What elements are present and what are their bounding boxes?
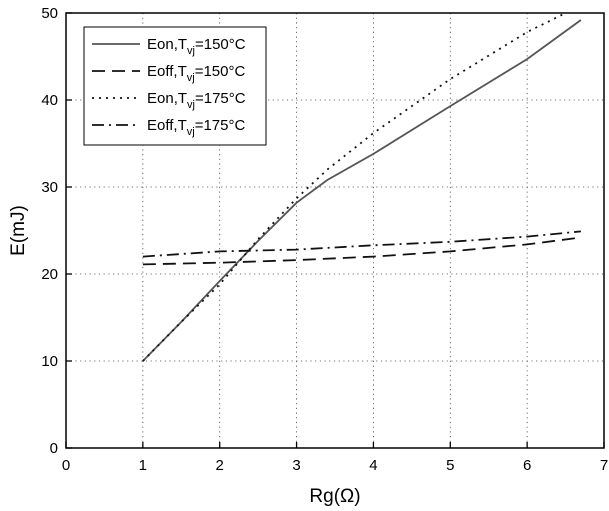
x-tick-label: 5 [446, 457, 454, 474]
legend: Eon,Tvj=150°C Eoff,Tvj=150°C Eon,Tvj=175°C… [83, 26, 267, 146]
legend-label-4: Eoff,Tvj=175°C [147, 117, 245, 138]
series-line-4 [142, 230, 581, 258]
legend-box [83, 26, 267, 146]
x-axis-title: Rg(Ω) [309, 486, 360, 507]
y-axis-title: E(mJ) [8, 205, 29, 256]
legend-label-1: Eon,Tvj=150°C [147, 36, 246, 57]
x-tick-label: 0 [62, 457, 70, 474]
series-line-2 [142, 236, 582, 266]
y-tick-label: 30 [41, 179, 58, 196]
x-tick-label: 7 [600, 457, 608, 474]
y-tick-label: 10 [41, 353, 58, 370]
y-tick-label: 20 [41, 266, 58, 283]
plot-frame [65, 12, 605, 449]
y-tick-label: 0 [50, 440, 58, 457]
x-tick-label: 4 [369, 457, 377, 474]
legend-label-2: Eoff,Tvj=150°C [147, 63, 245, 84]
axis-ticks: 0 1 2 3 4 5 6 7 0 10 20 30 40 50 [41, 5, 608, 474]
y-tick-label: 40 [41, 92, 58, 109]
x-tick-label: 2 [216, 457, 224, 474]
grid-lines [66, 13, 604, 448]
series-line-3 [142, 13, 566, 362]
x-tick-label: 6 [523, 457, 531, 474]
y-tick-label: 50 [41, 5, 58, 22]
x-tick-label: 1 [139, 457, 147, 474]
legend-label-3: Eon,Tvj=175°C [147, 90, 246, 111]
series-group [142, 13, 582, 362]
series-line-1 [142, 19, 582, 362]
x-tick-label: 3 [292, 457, 300, 474]
